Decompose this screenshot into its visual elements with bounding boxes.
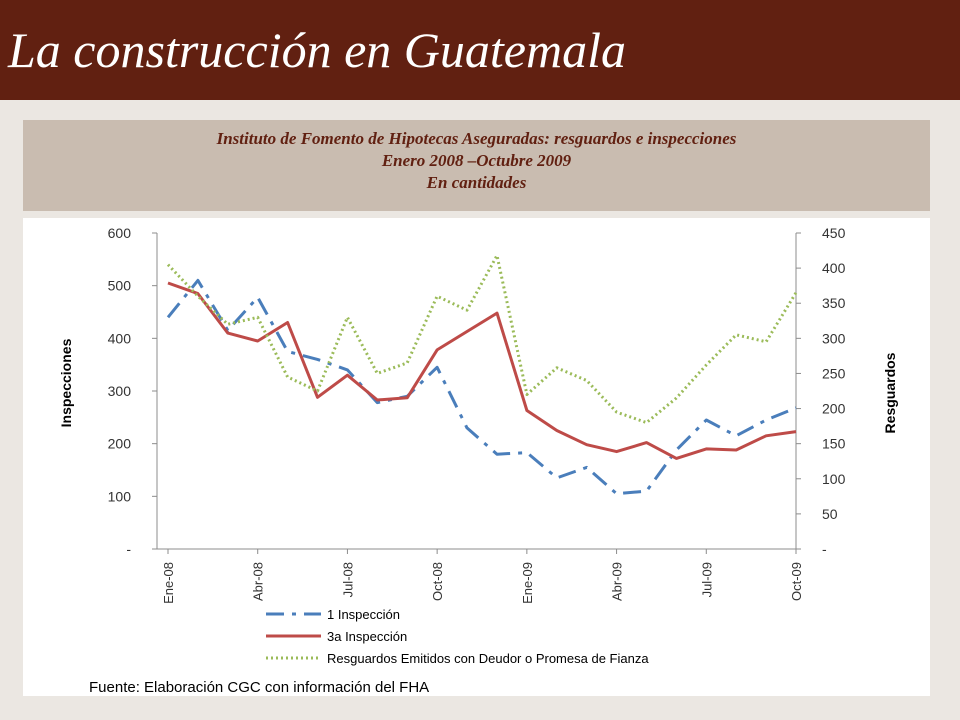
chart-title-line-1: Instituto de Fomento de Hipotecas Asegur…	[216, 129, 737, 148]
y-left-tick-label: 500	[108, 278, 132, 294]
x-tick-label: Abr-09	[610, 562, 625, 601]
y-right-tick-label: 200	[822, 401, 846, 417]
x-tick-label: Oct-09	[789, 562, 804, 601]
y-right-tick-label: -	[822, 541, 827, 557]
x-tick-label: Ene-09	[520, 562, 535, 604]
chart-title-line-2: Enero 2008 –Octubre 2009	[381, 151, 572, 170]
y-axis-right-label: Resguardos	[882, 352, 898, 433]
chart-title-line-3: En cantidades	[426, 173, 527, 192]
y-right-tick-label: 300	[822, 330, 846, 346]
line-chart: - 100 200 300 400 500 600 - 50 100 150 200 250 300 350…	[58, 225, 898, 696]
x-tick-label: Jul-08	[340, 562, 355, 597]
chart-axes: - 100 200 300 400 500 600 - 50 100 150 200 250 300 350…	[108, 225, 846, 604]
y-right-tick-label: 450	[822, 225, 846, 241]
chart-subtitle-box: Instituto de Fomento de Hipotecas Asegur…	[23, 120, 930, 211]
x-tick-label: Ene-08	[161, 562, 176, 604]
legend-label-1: 1 Inspección	[327, 607, 400, 622]
page-title: La construcción en Guatemala	[8, 22, 626, 78]
y-left-tick-label: -	[126, 541, 131, 557]
y-right-tick-label: 100	[822, 471, 846, 487]
source-note: Fuente: Elaboración CGC con información …	[89, 679, 429, 696]
header-bar: La construcción en Guatemala	[0, 0, 960, 100]
chart-legend: 1 Inspección 3a Inspección Resguardos Emit…	[266, 607, 649, 666]
legend-label-2: 3a Inspección	[327, 629, 407, 644]
y-right-tick-label: 150	[822, 436, 846, 452]
y-right-tick-label: 50	[822, 506, 838, 522]
x-tick-label: Oct-08	[430, 562, 445, 601]
y-left-tick-label: 600	[108, 225, 132, 241]
y-axis-left-label: Inspecciones	[58, 338, 74, 427]
y-right-tick-label: 250	[822, 365, 846, 381]
y-left-tick-label: 100	[108, 488, 132, 504]
chart-series	[166, 254, 798, 496]
x-tick-label: Abr-08	[251, 562, 266, 601]
chart-panel: - 100 200 300 400 500 600 - 50 100 150 200 250 300 350…	[23, 218, 930, 696]
series-line-2	[167, 281, 797, 460]
y-left-tick-label: 400	[108, 330, 132, 346]
y-right-tick-label: 400	[822, 260, 846, 276]
y-right-tick-label: 350	[822, 295, 846, 311]
y-left-tick-label: 300	[108, 383, 132, 399]
y-left-tick-label: 200	[108, 436, 132, 452]
legend-label-3: Resguardos Emitidos con Deudor o Promesa…	[327, 651, 649, 666]
series-line-1	[166, 278, 797, 496]
x-tick-label: Jul-09	[699, 562, 714, 597]
